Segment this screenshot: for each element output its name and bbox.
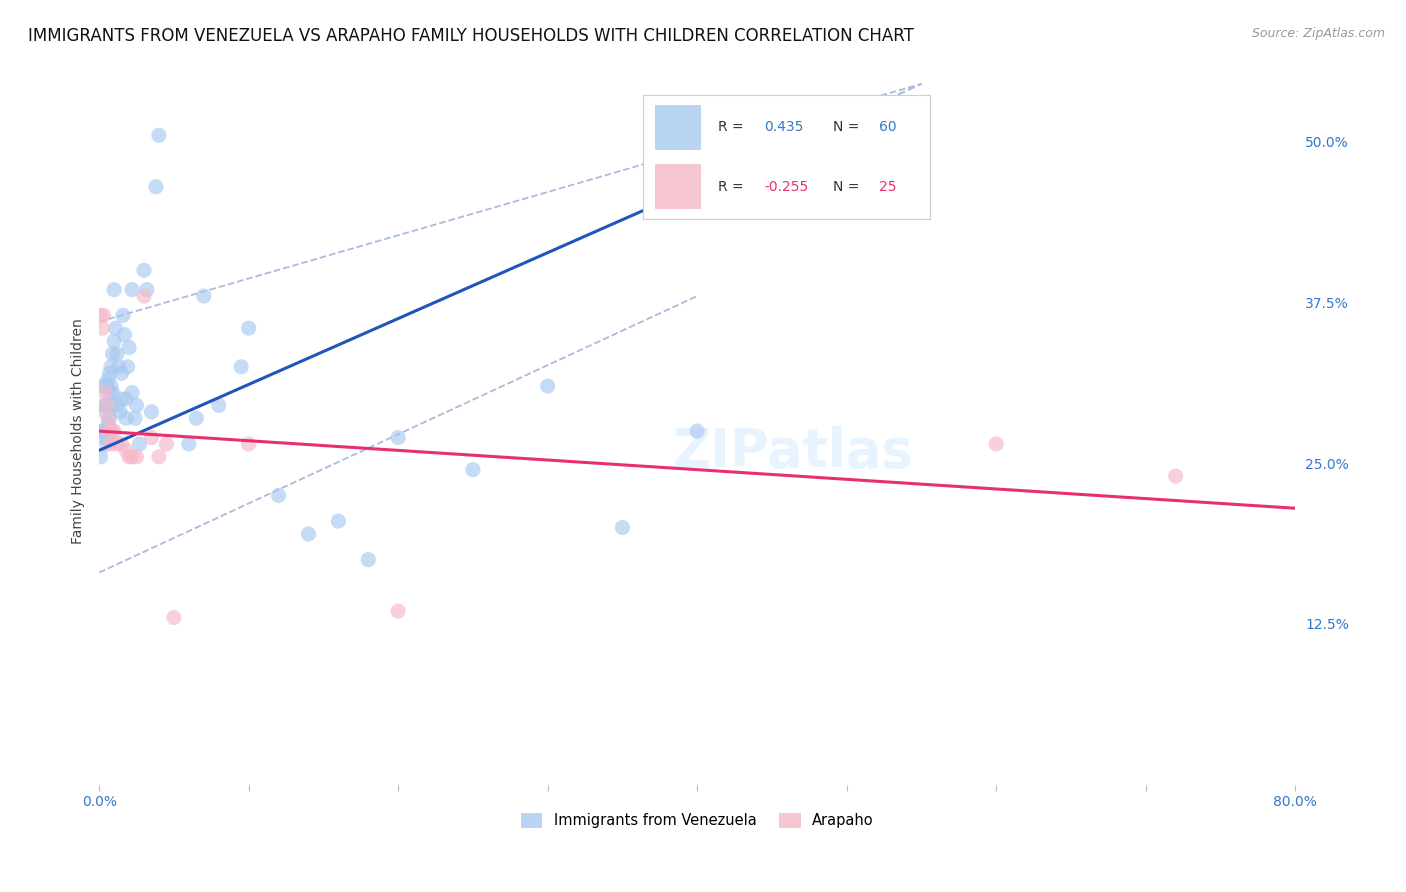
Point — [115, 411, 138, 425]
Point — [148, 450, 170, 464]
Point — [163, 610, 186, 624]
Point — [96, 437, 118, 451]
Point — [208, 398, 231, 412]
Point — [107, 359, 129, 374]
Point — [112, 309, 135, 323]
Point — [118, 341, 141, 355]
Point — [193, 289, 215, 303]
Point — [101, 385, 124, 400]
Point — [297, 527, 319, 541]
Point — [357, 552, 380, 566]
Point — [104, 321, 127, 335]
Point — [110, 366, 132, 380]
Point — [97, 411, 120, 425]
Point — [124, 411, 146, 425]
Legend: Immigrants from Venezuela, Arapaho: Immigrants from Venezuela, Arapaho — [515, 807, 880, 834]
Point — [141, 405, 163, 419]
Point — [132, 263, 155, 277]
Point — [115, 443, 138, 458]
Point — [128, 437, 150, 451]
Text: ZIPatlas: ZIPatlas — [672, 426, 914, 478]
Point — [105, 437, 128, 451]
Point — [97, 373, 120, 387]
Point — [110, 392, 132, 406]
Point — [93, 424, 115, 438]
Text: Source: ZipAtlas.com: Source: ZipAtlas.com — [1251, 27, 1385, 40]
Point — [177, 437, 200, 451]
Point — [145, 179, 167, 194]
Point — [148, 128, 170, 143]
Point — [155, 437, 177, 451]
Point — [103, 334, 125, 348]
Point — [96, 398, 118, 412]
Point — [125, 398, 148, 412]
Point — [136, 283, 159, 297]
Point — [100, 398, 122, 412]
Point — [186, 411, 208, 425]
Point — [93, 309, 115, 323]
Point — [96, 379, 118, 393]
Point — [100, 359, 122, 374]
Point — [121, 385, 143, 400]
Point — [97, 417, 120, 432]
Point — [461, 463, 484, 477]
Point — [105, 398, 128, 412]
Point — [100, 379, 122, 393]
Point — [91, 321, 114, 335]
Point — [98, 385, 121, 400]
Point — [986, 437, 1008, 451]
Point — [96, 398, 118, 412]
Point — [121, 283, 143, 297]
Point — [98, 411, 121, 425]
Point — [132, 289, 155, 303]
Point — [101, 424, 124, 438]
Point — [328, 514, 350, 528]
Point — [94, 405, 117, 419]
Text: IMMIGRANTS FROM VENEZUELA VS ARAPAHO FAMILY HOUSEHOLDS WITH CHILDREN CORRELATION: IMMIGRANTS FROM VENEZUELA VS ARAPAHO FAM… — [28, 27, 914, 45]
Point — [103, 283, 125, 297]
Point — [105, 347, 128, 361]
Point — [121, 450, 143, 464]
Point — [101, 347, 124, 361]
Point — [114, 327, 136, 342]
Point — [238, 437, 260, 451]
Point — [267, 488, 290, 502]
Point — [115, 392, 138, 406]
Point — [103, 424, 125, 438]
Y-axis label: Family Households with Children: Family Households with Children — [72, 318, 86, 544]
Point — [108, 405, 131, 419]
Point — [94, 385, 117, 400]
Point — [141, 430, 163, 444]
Point — [537, 379, 560, 393]
Point — [91, 379, 114, 393]
Point — [90, 450, 112, 464]
Point — [90, 309, 112, 323]
Point — [1164, 469, 1187, 483]
Point — [125, 450, 148, 464]
Point — [387, 604, 409, 618]
Point — [387, 430, 409, 444]
Point — [100, 437, 122, 451]
Point — [94, 430, 117, 444]
Point — [686, 424, 709, 438]
Point — [231, 359, 253, 374]
Point — [238, 321, 260, 335]
Point — [93, 398, 115, 412]
Point — [117, 359, 139, 374]
Point — [612, 520, 634, 534]
Point — [110, 437, 132, 451]
Point — [98, 424, 121, 438]
Point — [91, 424, 114, 438]
Point — [118, 450, 141, 464]
Point — [98, 366, 121, 380]
